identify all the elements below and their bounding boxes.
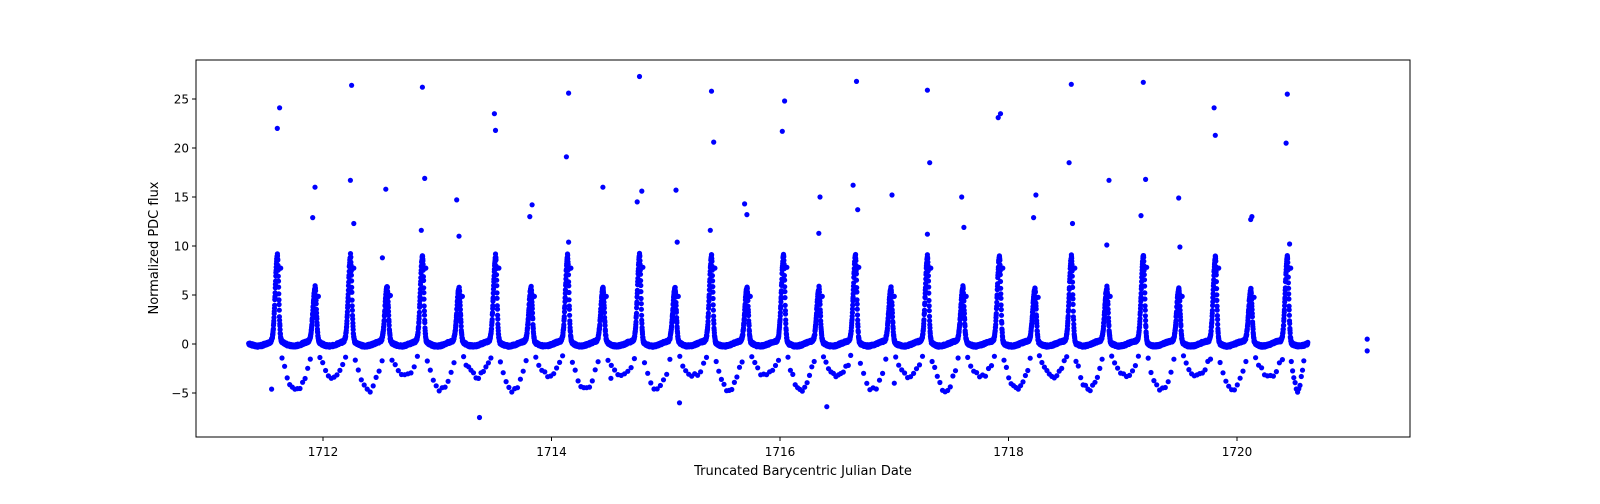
y-tick-label: 5 bbox=[181, 289, 189, 303]
y-tick-label: 15 bbox=[174, 191, 189, 205]
y-tick-label: 10 bbox=[174, 240, 189, 254]
x-tick-label: 1716 bbox=[765, 445, 796, 459]
y-axis-label: Normalized PDC flux bbox=[147, 181, 162, 314]
x-axis-label: Truncated Barycentric Julian Date bbox=[693, 464, 912, 479]
x-tick-label: 1714 bbox=[536, 445, 567, 459]
x-tick-label: 1718 bbox=[993, 445, 1024, 459]
y-tick-label: 20 bbox=[174, 142, 189, 156]
x-tick-label: 1712 bbox=[308, 445, 339, 459]
y-tick-label: −5 bbox=[171, 387, 189, 401]
y-tick-label: 25 bbox=[174, 93, 189, 107]
y-tick-label: 0 bbox=[181, 338, 189, 352]
x-tick-label: 1720 bbox=[1222, 445, 1253, 459]
